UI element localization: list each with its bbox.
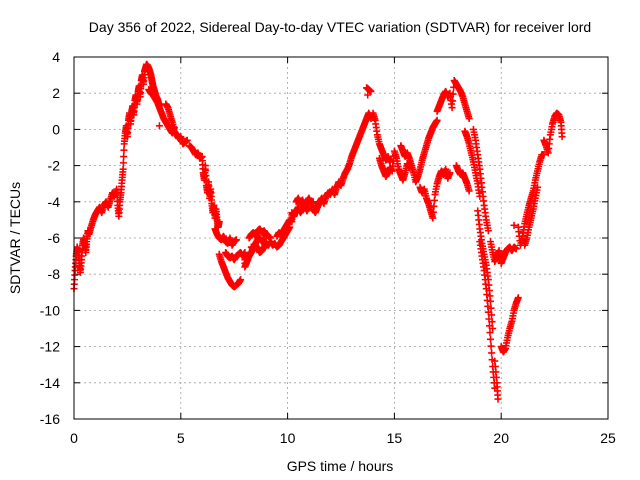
y-tick-label: 2: [52, 85, 60, 101]
data-point: [483, 291, 491, 299]
data-point: [448, 104, 456, 112]
data-point: [183, 136, 191, 144]
data-point: [558, 133, 566, 141]
data-point: [494, 395, 502, 403]
x-tick-label: 20: [493, 430, 509, 446]
data-point: [215, 218, 223, 226]
data-point: [430, 202, 438, 210]
y-tick-label: -14: [40, 375, 60, 391]
y-tick-label: 4: [52, 49, 60, 65]
data-point: [484, 302, 492, 310]
data-point: [484, 308, 492, 316]
data-point: [232, 236, 240, 244]
data-point: [487, 342, 495, 350]
data-point: [534, 183, 542, 191]
x-tick-label: 0: [70, 430, 78, 446]
data-point: [120, 146, 128, 154]
data-point: [483, 296, 491, 304]
y-tick-label: 0: [52, 121, 60, 137]
plot-frame: [73, 56, 609, 420]
data-point: [510, 221, 518, 229]
data-point: [486, 329, 494, 337]
data-point: [155, 122, 163, 130]
data-point: [465, 115, 473, 123]
data-point: [488, 349, 496, 357]
data-point: [482, 285, 490, 293]
data-point: [237, 276, 245, 284]
data-point: [449, 90, 457, 98]
data-point: [430, 196, 438, 204]
data-point: [367, 87, 375, 95]
data-point: [465, 187, 473, 195]
data-point: [429, 214, 437, 222]
data-point: [488, 356, 496, 364]
data-point: [446, 169, 454, 177]
data-point: [429, 208, 437, 216]
data-point: [119, 165, 127, 173]
data-point: [540, 151, 548, 159]
data-point: [120, 153, 128, 161]
data-point: [433, 116, 441, 124]
chart-title: Day 356 of 2022, Sidereal Day-to-day VTE…: [89, 19, 591, 35]
data-point: [364, 91, 372, 99]
data-point: [487, 297, 495, 305]
data-point: [485, 322, 493, 330]
data-point: [512, 245, 520, 253]
grid-lines: [74, 57, 608, 419]
x-tick-labels: 0 5 10 15 20 25: [70, 430, 616, 446]
y-tick-label: -10: [40, 302, 60, 318]
data-point: [487, 335, 495, 343]
y-tick-label: -6: [48, 230, 61, 246]
y-tick-label: -12: [40, 339, 60, 355]
y-tick-label: -8: [48, 266, 61, 282]
x-axis-label: GPS time / hours: [287, 458, 394, 474]
data-point: [514, 294, 522, 302]
y-tick-label: -2: [48, 158, 61, 174]
data-point: [491, 384, 499, 392]
y-tick-labels: 4 2 0 -2 -4 -6 -8 -10 -12 -14 -16: [40, 49, 60, 427]
y-tick-label: -16: [40, 411, 60, 427]
x-tick-label: 15: [387, 430, 403, 446]
data-points: [70, 60, 566, 403]
y-axis-label: SDTVAR / TECUs: [7, 182, 23, 294]
x-tick-label: 25: [600, 430, 616, 446]
x-tick-label: 5: [177, 430, 185, 446]
x-tick-label: 10: [280, 430, 296, 446]
y-tick-label: -4: [48, 194, 61, 210]
data-point: [449, 97, 457, 105]
data-point: [485, 315, 493, 323]
data-point: [484, 227, 492, 235]
data-point: [119, 159, 127, 167]
